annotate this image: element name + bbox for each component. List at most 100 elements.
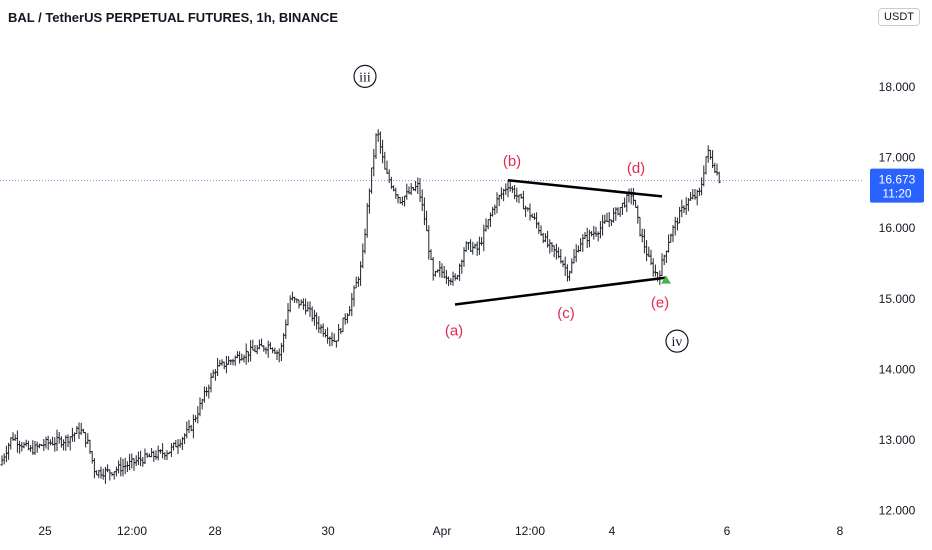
ohlc-bar [95, 470, 99, 476]
ohlc-bar [453, 273, 457, 281]
ohlc-bar [491, 206, 495, 217]
ohlc-bar [618, 207, 622, 217]
ohlc-bar [548, 239, 552, 254]
ohlc-bar [79, 422, 83, 435]
ohlc-bar [132, 458, 136, 471]
ohlc-bar [240, 353, 244, 361]
ohlc-bar [75, 426, 79, 434]
ohlc-bar [202, 386, 206, 403]
ohlc-bar [381, 139, 385, 164]
ohlc-bar [526, 207, 530, 212]
ohlc-bar [638, 216, 642, 237]
wave-b-label: (b) [503, 153, 521, 170]
ohlc-bar [264, 346, 268, 355]
ohlc-bar [535, 212, 539, 229]
ohlc-bar [112, 471, 116, 480]
chart-title: BAL / TetherUS PERPETUAL FUTURES, 1h, BI… [8, 10, 339, 25]
ohlc-bar [585, 227, 589, 248]
ohlc-bar [92, 458, 96, 479]
ohlc-bar [587, 229, 591, 248]
ohlc-bar [486, 219, 490, 230]
ohlc-bar [378, 131, 382, 154]
ohlc-bar [684, 197, 688, 215]
time-axis[interactable]: 25 12:00 28 30 Apr 12:00 4 6 8 [38, 524, 843, 538]
ohlc-bar [590, 230, 594, 237]
ohlc-bar [48, 439, 52, 446]
ohlc-bar [295, 298, 299, 304]
ohlc-bar [86, 433, 90, 445]
ohlc-bar [293, 296, 297, 303]
ohlc-bar [596, 231, 600, 242]
price-axis[interactable]: 18.000 17.000 16.000 15.000 14.000 13.000 12.0… [879, 80, 916, 518]
ohlc-bar [691, 189, 695, 200]
ohlc-bar [515, 187, 519, 203]
ohlc-bar [645, 240, 649, 261]
ohlc-bar [332, 333, 336, 343]
ohlc-bar [647, 246, 651, 257]
wave-iv-label: iv [672, 335, 683, 350]
ohlc-bar [581, 234, 585, 253]
ohlc-bar [374, 133, 378, 159]
ohlc-bar [436, 269, 440, 273]
ohlc-bar [706, 145, 710, 163]
ohlc-bar [97, 469, 101, 479]
ohlc-bar [169, 443, 173, 457]
ohlc-bar [326, 327, 330, 344]
ohlc-bar [319, 324, 323, 334]
ohlc-bar [304, 298, 308, 315]
ohlc-bar [53, 437, 57, 452]
ohlc-bar [174, 440, 178, 448]
ohlc-bar [563, 256, 567, 276]
price-tick-label: 12.000 [879, 504, 916, 518]
ohlc-bar [631, 187, 635, 206]
ohlc-bar [249, 340, 253, 362]
ohlc-bar [277, 348, 281, 363]
ohlc-bar [605, 212, 609, 223]
ohlc-bar [409, 183, 413, 195]
ohlc-bar [251, 339, 255, 351]
ohlc-bar [33, 440, 37, 455]
ohlc-bar [438, 260, 442, 278]
ohlc-bar [550, 242, 554, 252]
ohlc-bar [537, 221, 541, 234]
ohlc-bar [495, 192, 499, 214]
ohlc-bar [229, 359, 233, 365]
ohlc-bar [9, 437, 13, 450]
ohlc-bar [282, 333, 286, 353]
ohlc-bar [359, 261, 363, 286]
wave-a-label: (a) [445, 323, 463, 340]
time-tick-label: 25 [38, 524, 52, 538]
ohlc-bar [317, 316, 321, 333]
ohlc-bar [543, 233, 547, 243]
ohlc-bar [592, 225, 596, 240]
wave-labels: iii (a) (b) (c) (d) (e) iv [353, 64, 689, 353]
ohlc-bar [216, 357, 220, 377]
ohlc-bar [444, 270, 448, 284]
ohlc-bar [345, 313, 349, 324]
ohlc-bar [2, 453, 6, 465]
ohlc-bar [143, 448, 147, 465]
ohlc-bar [513, 184, 517, 200]
candle-countdown: 11:20 [882, 187, 911, 201]
ohlc-bar [451, 271, 455, 286]
triangle-trendlines [454, 178, 671, 306]
ohlc-bar [704, 156, 708, 175]
ohlc-bar [18, 440, 22, 454]
ohlc-bar [664, 250, 668, 263]
ohlc-bar [246, 351, 250, 363]
ohlc-bar [642, 228, 646, 254]
ohlc-bar [594, 226, 598, 238]
ohlc-bar [570, 258, 574, 274]
ohlc-bar [361, 243, 365, 269]
ohlc-bar [154, 450, 158, 460]
time-tick-label: 6 [724, 524, 731, 538]
ohlc-bar [471, 241, 475, 255]
time-tick-label: 12:00 [117, 524, 147, 538]
ohlc-bar [660, 253, 664, 276]
ohlc-bar [702, 165, 706, 187]
ohlc-bar [385, 160, 389, 175]
ohlc-bar [315, 312, 319, 330]
currency-button[interactable]: USDT [878, 8, 920, 26]
